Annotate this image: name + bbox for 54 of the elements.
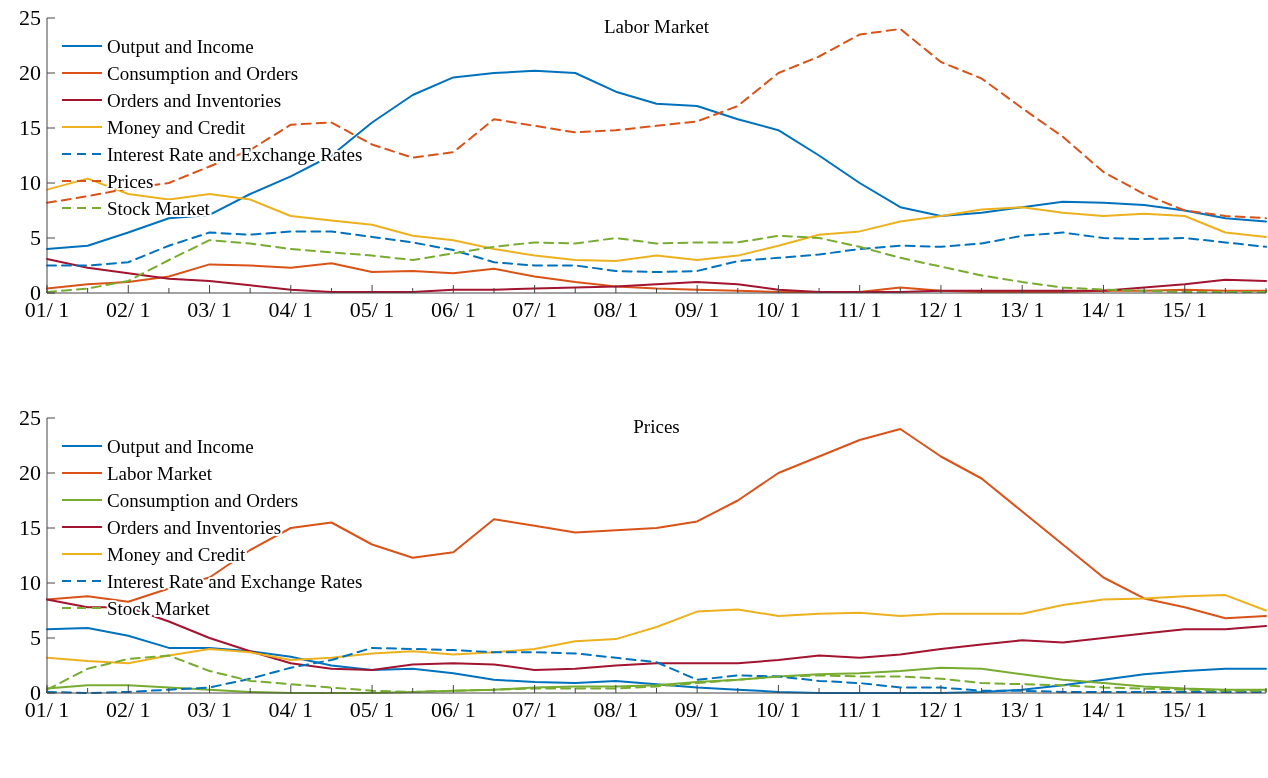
y-tick-label: 25 <box>19 5 41 30</box>
x-tick-label: 06/ 1 <box>431 697 476 722</box>
legend-label: Output and Income <box>107 36 254 57</box>
x-tick-label: 02/ 1 <box>105 697 151 722</box>
x-tick-label: 11/ 1 <box>837 297 882 322</box>
legend-label: Labor Market <box>107 463 213 484</box>
x-tick-label: 13/ 1 <box>999 697 1045 722</box>
x-tick-label: 14/ 1 <box>1081 697 1126 722</box>
x-tick-label: 08/ 1 <box>593 697 639 722</box>
y-tick-label: 15 <box>19 515 41 540</box>
legend-label: Output and Income <box>107 436 254 457</box>
legend-label: Orders and Inventories <box>107 517 282 538</box>
x-tick-label: 07/ 1 <box>512 697 557 722</box>
x-tick-label: 09/ 1 <box>674 297 720 322</box>
legend-label: Stock Market <box>107 198 211 219</box>
line-series <box>46 177 1267 263</box>
x-tick-label: 14/ 1 <box>1081 297 1126 322</box>
y-tick-label: 10 <box>19 570 41 595</box>
legend-label: Money and Credit <box>107 117 246 138</box>
x-tick-label: 04/ 1 <box>268 697 314 722</box>
legend-label: Prices <box>107 171 154 192</box>
line-series <box>46 69 1267 250</box>
x-tick-label: 09/ 1 <box>674 697 720 722</box>
legend-label: Consumption and Orders <box>107 63 299 84</box>
x-tick-label: 12/ 1 <box>918 697 964 722</box>
legend-label: Consumption and Orders <box>107 490 299 511</box>
x-tick-label: 07/ 1 <box>512 297 557 322</box>
x-tick-label: 06/ 1 <box>431 297 476 322</box>
x-tick-label: 13/ 1 <box>999 297 1045 322</box>
x-tick-label: 15/ 1 <box>1162 297 1208 322</box>
line-series <box>46 230 1267 274</box>
x-tick-label: 03/ 1 <box>187 697 232 722</box>
x-tick-label: 08/ 1 <box>593 297 639 322</box>
x-tick-label: 02/ 1 <box>105 297 151 322</box>
y-tick-label: 10 <box>19 170 41 195</box>
x-tick-label: 03/ 1 <box>187 297 232 322</box>
y-tick-label: 20 <box>19 60 41 85</box>
y-tick-label: 25 <box>19 405 41 430</box>
legend-label: Orders and Inventories <box>107 90 282 111</box>
y-tick-label: 15 <box>19 115 41 140</box>
x-tick-label: 12/ 1 <box>918 297 964 322</box>
legend-label: Money and Credit <box>107 544 246 565</box>
x-tick-label: 05/ 1 <box>349 297 395 322</box>
x-tick-label: 10/ 1 <box>756 697 801 722</box>
x-tick-label: 04/ 1 <box>268 297 314 322</box>
y-tick-label: 20 <box>19 460 41 485</box>
y-tick-label: 5 <box>30 625 41 650</box>
chart-title: Labor Market <box>604 16 710 37</box>
x-tick-label: 11/ 1 <box>837 697 882 722</box>
chart-title: Prices <box>633 416 680 437</box>
x-tick-label: 10/ 1 <box>756 297 801 322</box>
y-tick-label: 5 <box>30 225 41 250</box>
x-tick-label: 05/ 1 <box>349 697 395 722</box>
x-tick-label: 15/ 1 <box>1162 697 1208 722</box>
